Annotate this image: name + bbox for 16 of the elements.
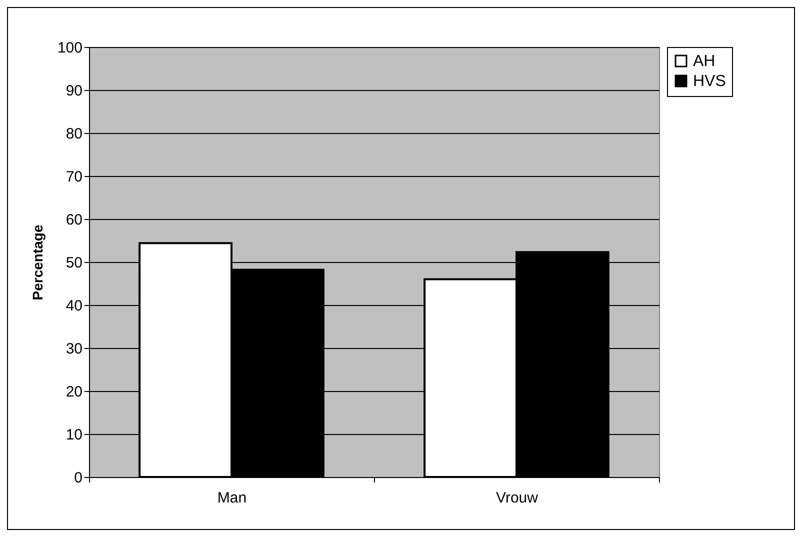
y-axis-title: Percentage [29, 224, 46, 300]
legend-label: HVS [693, 73, 726, 90]
y-tick-label: 30 [66, 340, 82, 358]
y-tick-label: 90 [66, 82, 82, 100]
y-tick-label: 70 [66, 168, 82, 186]
y-tick-label: 0 [74, 470, 82, 486]
y-tick-label: 20 [66, 384, 82, 400]
y-tick-label: 40 [66, 298, 82, 314]
legend-label: AH [693, 53, 716, 70]
y-tick-label: 80 [66, 126, 82, 142]
y-tick-label: 100 [57, 40, 82, 56]
y-tick-label: 50 [66, 254, 82, 272]
y-tick-label: 10 [66, 426, 82, 444]
x-tick-label: Man [217, 490, 247, 506]
x-tick-label: Vrouw [496, 490, 538, 506]
y-tick-label: 60 [66, 212, 82, 228]
